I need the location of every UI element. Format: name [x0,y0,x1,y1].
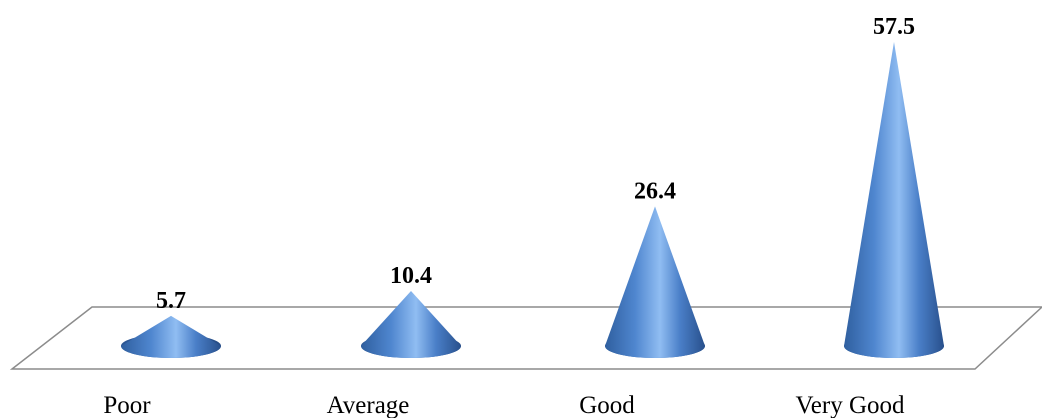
chart-floor [9,306,1042,370]
cone-good [605,206,705,358]
value-label: 5.7 [156,288,186,314]
cone-average [361,291,461,358]
category-label: Average [327,392,410,418]
value-label: 57.5 [873,14,915,40]
cone-very-good [844,42,944,358]
cone-body [844,42,944,358]
cone-body [605,206,705,358]
category-label: Poor [103,392,151,418]
category-label: Very Good [795,392,905,418]
data-labels: 5.7 10.4 26.4 57.5 [156,14,915,314]
value-label: 26.4 [634,178,676,204]
cone-body [121,315,221,358]
category-labels: Poor Average Good Very Good [103,392,905,418]
cone-body [361,291,461,358]
cone-poor [121,315,221,358]
category-label: Good [579,392,635,418]
value-label: 10.4 [390,263,432,289]
series-cones [121,42,944,358]
